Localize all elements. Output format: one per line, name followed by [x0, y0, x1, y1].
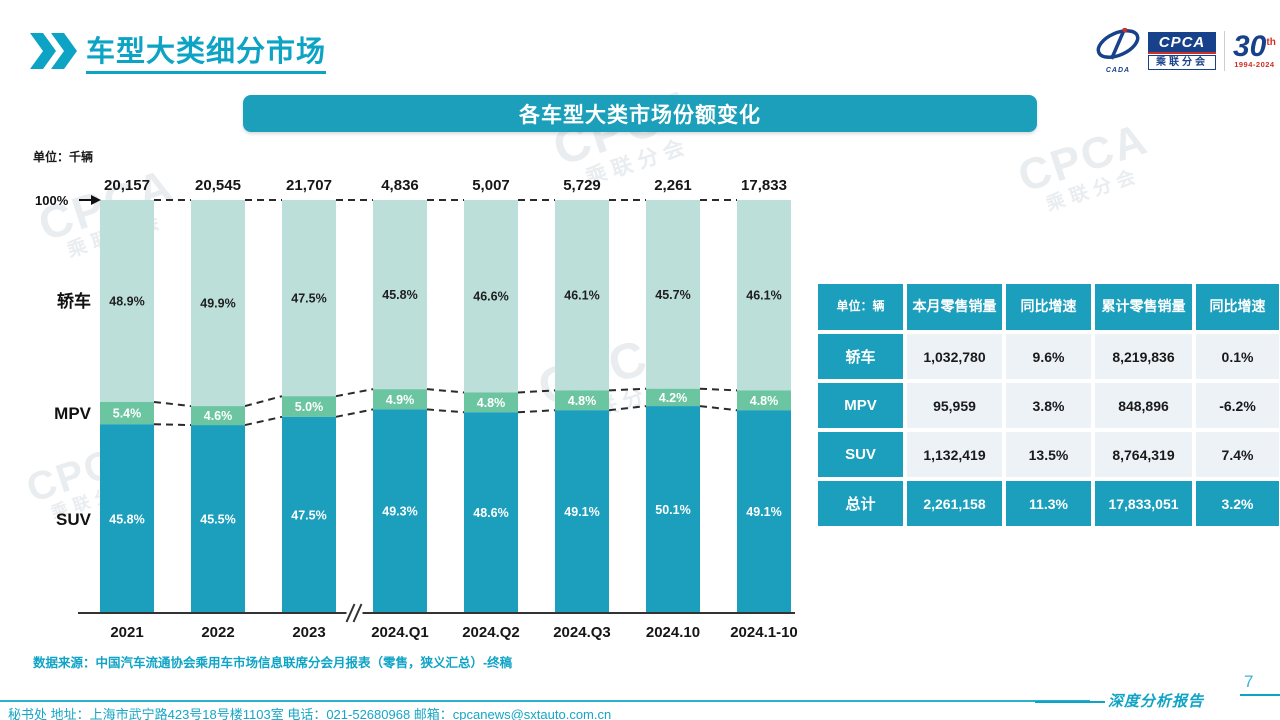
- table-cell: 3.8%: [1006, 383, 1091, 428]
- cada-swoosh-icon: CADA: [1092, 27, 1144, 74]
- table-cell: 0.1%: [1196, 334, 1279, 379]
- table-cell: 3.2%: [1196, 481, 1279, 526]
- cpca-chinese-name: 乘联分会: [1148, 55, 1216, 70]
- svg-text:46.1%: 46.1%: [564, 289, 599, 303]
- svg-text:48.9%: 48.9%: [109, 294, 144, 308]
- svg-text:4.8%: 4.8%: [568, 394, 597, 408]
- svg-text:轿车: 轿车: [57, 291, 91, 311]
- table-cell: 1,032,780: [907, 334, 1002, 379]
- svg-text:4.8%: 4.8%: [477, 396, 506, 410]
- anniversary-30-logo: 30th 1994-2024: [1233, 30, 1276, 70]
- chart-banner-title: 各车型大类市场份额变化: [243, 95, 1037, 132]
- table-cell: 17,833,051: [1095, 481, 1192, 526]
- footer-contact: 秘书处 地址：上海市武宁路423号18号楼1103室 电话：021-526809…: [8, 707, 612, 720]
- svg-text:5.4%: 5.4%: [113, 407, 142, 421]
- svg-text:47.5%: 47.5%: [291, 508, 326, 522]
- svg-text:2,261: 2,261: [654, 177, 692, 194]
- stacked-bar-chart: 48.9% 5.4% 45.8% 20,157 2021 49.9% 4.6% 45.5% 20…: [35, 177, 798, 641]
- report-label-rule-right: [1240, 694, 1280, 696]
- page-title: 车型大类细分市场: [86, 28, 327, 74]
- table-unit-header: 单位：辆: [818, 284, 903, 330]
- table-col-monthly: 本月零售销量: [907, 284, 1002, 330]
- table-cell: 848,896: [1095, 383, 1192, 428]
- page-number: 7: [1244, 672, 1254, 691]
- svg-text:50.1%: 50.1%: [655, 503, 690, 517]
- table-row-label: MPV: [818, 383, 903, 428]
- logo-divider: [1224, 31, 1225, 71]
- svg-text:49.3%: 49.3%: [382, 505, 417, 519]
- table-cell: 8,764,319: [1095, 432, 1192, 477]
- table-cell: 13.5%: [1006, 432, 1091, 477]
- svg-text:49.9%: 49.9%: [200, 297, 235, 311]
- svg-text:2021: 2021: [110, 624, 143, 641]
- table-cell: 95,959: [907, 383, 1002, 428]
- table-row-label-total: 总计: [818, 481, 903, 526]
- svg-text:MPV: MPV: [54, 404, 92, 423]
- svg-text:5,729: 5,729: [563, 177, 601, 194]
- svg-text:2024.1-10: 2024.1-10: [730, 624, 798, 641]
- table-row-label: SUV: [818, 432, 903, 477]
- svg-text:20,545: 20,545: [195, 177, 241, 194]
- table-cell: 7.4%: [1196, 432, 1279, 477]
- cada-text: CADA: [1105, 67, 1131, 74]
- svg-text:5.0%: 5.0%: [295, 400, 324, 414]
- svg-text:2024.Q2: 2024.Q2: [462, 624, 520, 641]
- svg-text:4.6%: 4.6%: [204, 409, 233, 423]
- table-cell: 9.6%: [1006, 334, 1091, 379]
- cpca-logo: CADA CPCA 乘联分会 30th 1994-2024: [1092, 27, 1276, 74]
- table-cell: 11.3%: [1006, 481, 1091, 526]
- table-cell: 2,261,158: [907, 481, 1002, 526]
- svg-text:4.9%: 4.9%: [386, 393, 415, 407]
- table-cell: 1,132,419: [907, 432, 1002, 477]
- report-label: 深度分析报告: [1108, 694, 1205, 710]
- cpca-wordmark: CPCA 乘联分会: [1148, 32, 1216, 70]
- svg-text:2024.Q1: 2024.Q1: [371, 624, 429, 641]
- svg-text:46.6%: 46.6%: [473, 290, 508, 304]
- svg-text:45.5%: 45.5%: [200, 513, 235, 527]
- svg-text:17,833: 17,833: [741, 177, 787, 194]
- anniversary-years: 1994-2024: [1234, 60, 1275, 69]
- svg-text:20,157: 20,157: [104, 177, 150, 194]
- table-row-label: 轿车: [818, 334, 903, 379]
- svg-text:2024.Q3: 2024.Q3: [553, 624, 611, 641]
- svg-text:21,707: 21,707: [286, 177, 332, 194]
- svg-text:45.8%: 45.8%: [109, 512, 144, 526]
- svg-text:45.8%: 45.8%: [382, 288, 417, 302]
- svg-text:4.2%: 4.2%: [659, 391, 688, 405]
- table-col-monthly-yoy: 同比增速: [1006, 284, 1091, 330]
- double-chevron-icon: [30, 33, 77, 69]
- svg-text:47.5%: 47.5%: [291, 292, 326, 306]
- anniversary-sup: th: [1266, 37, 1276, 48]
- svg-text:2022: 2022: [201, 624, 234, 641]
- svg-text:2024.10: 2024.10: [646, 624, 700, 641]
- svg-text:45.7%: 45.7%: [655, 288, 690, 302]
- anniversary-number: 30: [1233, 30, 1267, 63]
- table-col-cumulative-yoy: 同比增速: [1196, 284, 1279, 330]
- svg-text:2023: 2023: [292, 624, 325, 641]
- report-label-rule-left: [1035, 701, 1105, 703]
- cpca-acronym: CPCA: [1148, 32, 1216, 54]
- svg-text:5,007: 5,007: [472, 177, 510, 194]
- chart-unit-label: 单位：千辆: [33, 150, 94, 164]
- footer-rule: [0, 700, 1090, 702]
- svg-text:100%: 100%: [35, 193, 69, 208]
- svg-text:49.1%: 49.1%: [564, 505, 599, 519]
- table-cell: 8,219,836: [1095, 334, 1192, 379]
- svg-text:46.1%: 46.1%: [746, 289, 781, 303]
- svg-text:4,836: 4,836: [381, 177, 419, 194]
- page-header: 车型大类细分市场: [30, 28, 327, 74]
- svg-text:49.1%: 49.1%: [746, 505, 781, 519]
- svg-text:4.8%: 4.8%: [750, 394, 779, 408]
- table-cell: -6.2%: [1196, 383, 1279, 428]
- sales-table: 单位：辆 本月零售销量 同比增速 累计零售销量 同比增速 轿车 1,032,78…: [818, 284, 1279, 526]
- table-col-cumulative: 累计零售销量: [1095, 284, 1192, 330]
- data-source-note: 数据来源：中国汽车流通协会乘用车市场信息联席分会月报表（零售，狭义汇总）-终稿: [33, 656, 513, 670]
- svg-text:48.6%: 48.6%: [473, 506, 508, 520]
- svg-text:SUV: SUV: [56, 510, 92, 529]
